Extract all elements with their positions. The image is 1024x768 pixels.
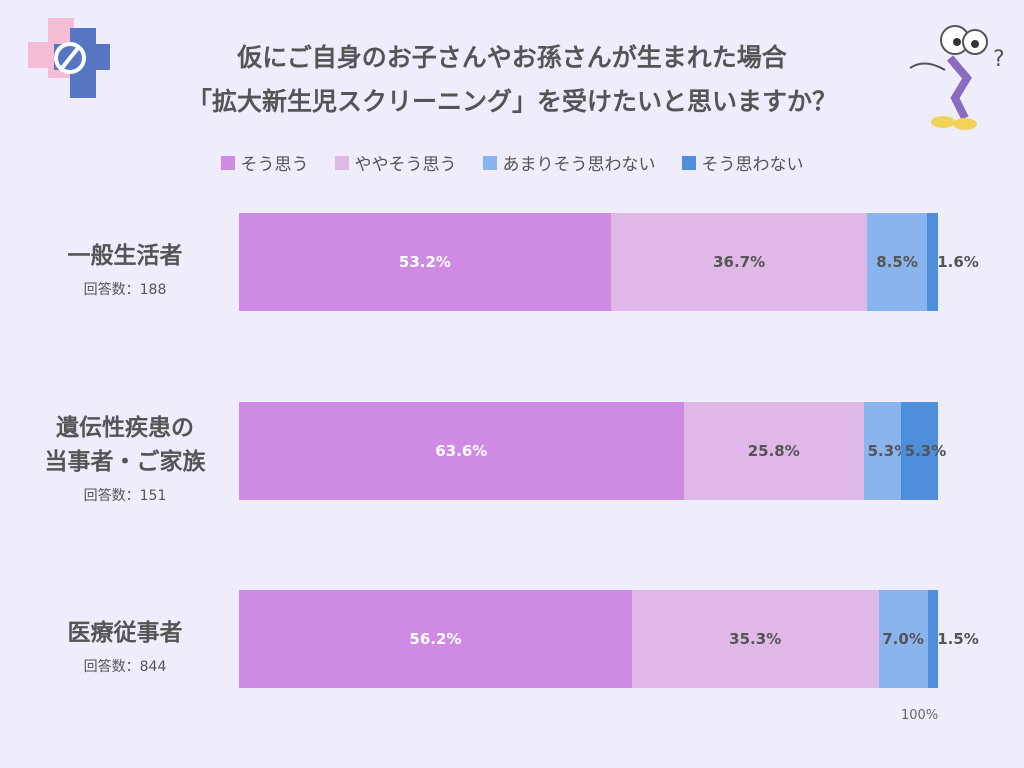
legend-item: あまりそう思わない [482, 150, 656, 175]
bar-segment [631, 590, 879, 688]
category-label: 一般生活者回答数：188 [10, 239, 240, 301]
legend-label: そう思わない [701, 155, 804, 175]
bar-segment [878, 590, 928, 688]
bar-segment [610, 213, 868, 311]
chart-title: 「拡大新生児スクリーニング」を受けたいと思いますか？ [186, 87, 837, 116]
svg-text:?: ? [993, 47, 1005, 72]
category-name: 遺伝性疾患の 当事者・ご家族 [44, 414, 206, 475]
value-label: 63.6% [435, 441, 488, 460]
legend-swatch [482, 155, 497, 170]
bar-segment [927, 590, 938, 688]
value-label: 5.3% [904, 441, 947, 460]
bar-segment [926, 213, 938, 311]
bar-segment [900, 401, 938, 500]
legend-item: そう思わない [681, 150, 804, 175]
respondent-count: 回答数：188 [83, 282, 167, 298]
bar-segment [867, 213, 927, 311]
legend-swatch [220, 155, 235, 170]
legend-label: あまりそう思わない [502, 155, 656, 175]
value-label: 53.2% [398, 253, 451, 271]
mascot: ? [909, 25, 1005, 130]
x-tick-label: 100% [901, 708, 939, 723]
respondent-count: 回答数：151 [83, 487, 167, 504]
chart-title: 仮にご自身のお子さんやお孫さんが生まれた場合 [237, 43, 787, 72]
value-label: 1.5% [937, 630, 979, 648]
value-label: 56.2% [409, 630, 462, 648]
value-label: 7.0% [882, 630, 924, 648]
legend-label: ややそう思う [354, 155, 457, 175]
value-label: 1.6% [937, 253, 979, 271]
bar-segment [239, 401, 684, 500]
value-label: 8.5% [876, 253, 918, 271]
category-name: 医療従事者 [67, 620, 183, 646]
legend-swatch [334, 155, 349, 170]
bar-segment [239, 213, 611, 311]
bar-segment [683, 401, 864, 500]
legend-label: そう思う [240, 155, 309, 175]
respondent-count: 回答数：844 [83, 659, 167, 675]
category-label: 遺伝性疾患の 当事者・ご家族回答数：151 [10, 411, 240, 507]
category-name: 一般生活者 [67, 243, 183, 269]
category-label: 医療従事者回答数：844 [10, 616, 240, 678]
value-label: 36.7% [713, 253, 766, 271]
logo [28, 18, 110, 98]
value-label: 35.3% [729, 630, 782, 648]
legend-item: そう思う [220, 150, 309, 175]
legend-item: ややそう思う [334, 150, 457, 175]
legend-swatch [681, 155, 696, 170]
legend: そう思う ややそう思う あまりそう思わない そう思わない [0, 150, 1024, 175]
value-label: 5.3% [867, 441, 910, 460]
value-label: 25.8% [747, 441, 800, 460]
bar-segment [863, 401, 901, 500]
bar-segment [239, 590, 632, 688]
